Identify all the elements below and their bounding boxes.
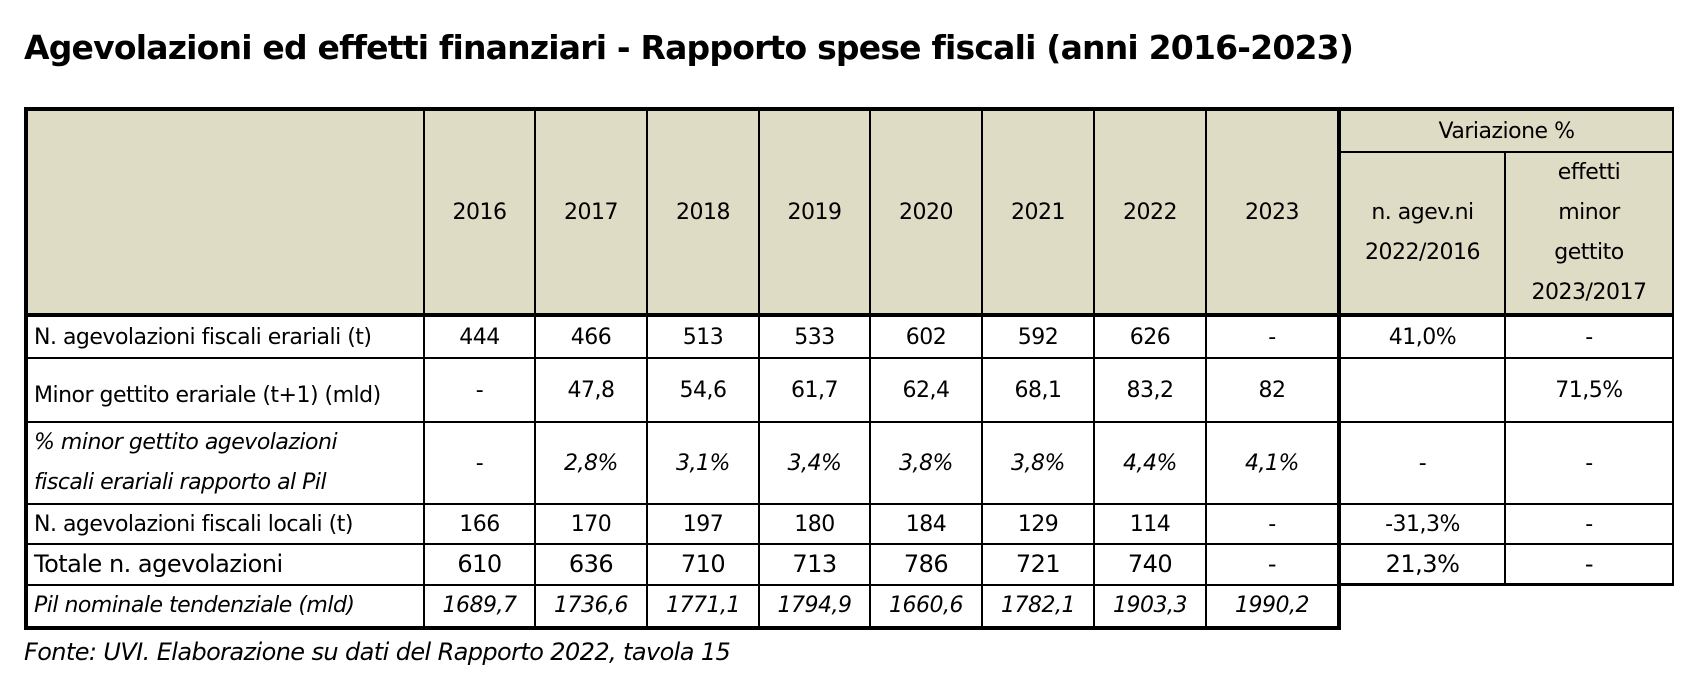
cell-value: - (1205, 543, 1340, 586)
cell-value: - (1205, 503, 1340, 545)
header-line: minor (1558, 200, 1620, 225)
cell-value: 166 (423, 503, 536, 545)
header-year: 2018 (646, 107, 760, 317)
row-label: Minor gettito erariale (t+1) (mld) (24, 357, 425, 423)
cell-value: 47,8 (534, 357, 648, 423)
table-row: N. agevolazioni fiscali locali (t) 166 1… (24, 503, 1674, 545)
cell-value: 1660,6 (869, 583, 983, 630)
header-line: effetti (1557, 160, 1621, 185)
table-row: N. agevolazioni fiscali erariali (t) 444… (24, 314, 1674, 359)
row-label: Totale n. agevolazioni (24, 543, 425, 586)
fiscal-expenditure-table: 2016 2017 2018 2019 2020 2021 2022 2023 … (24, 107, 1674, 630)
cell-value: 1771,1 (646, 583, 760, 630)
source-note: Fonte: UVI. Elaborazione su dati del Rap… (24, 638, 731, 666)
cell-value: - (423, 357, 536, 423)
cell-value: 786 (869, 543, 983, 586)
cell-value: 62,4 (869, 357, 983, 423)
empty-cell (1505, 585, 1673, 628)
header-year: 2016 (423, 107, 536, 317)
table-row: % minor gettito agevolazioni fiscali era… (24, 421, 1674, 505)
cell-value: 1689,7 (423, 583, 536, 630)
cell-value: 1782,1 (981, 583, 1095, 630)
cell-value: 1794,9 (758, 583, 871, 630)
cell-value: 466 (534, 314, 648, 359)
cell-value: 4,1% (1205, 421, 1340, 505)
cell-value: 1990,2 (1205, 583, 1341, 630)
cell-variation (1337, 357, 1506, 423)
header-year: 2022 (1093, 107, 1207, 317)
cell-value: 170 (534, 503, 648, 545)
row-label-line: fiscali erariali rapporto al Pil (34, 470, 327, 495)
cell-value: 4,4% (1093, 421, 1207, 505)
cell-value: 3,1% (646, 421, 760, 505)
header-variation-effects: effetti minor gettito 2023/2017 (1504, 151, 1674, 317)
row-label: N. agevolazioni fiscali erariali (t) (24, 314, 425, 359)
cell-value: 180 (758, 503, 871, 545)
row-label: Pil nominale tendenziale (mld) (24, 583, 425, 630)
header-year: 2017 (534, 107, 648, 317)
empty-cell (1339, 585, 1505, 628)
cell-variation: - (1504, 503, 1674, 545)
cell-value: 1903,3 (1093, 583, 1207, 630)
cell-value: 197 (646, 503, 760, 545)
cell-variation: - (1504, 314, 1674, 359)
cell-value: 592 (981, 314, 1095, 359)
cell-value: 114 (1093, 503, 1207, 545)
cell-value: 3,8% (981, 421, 1095, 505)
cell-value: 82 (1205, 357, 1340, 423)
header-empty-cell (24, 107, 425, 317)
cell-value: 533 (758, 314, 871, 359)
cell-value: 602 (869, 314, 983, 359)
cell-value: 636 (534, 543, 648, 586)
cell-value: 2,8% (534, 421, 648, 505)
cell-value: - (1205, 314, 1340, 359)
cell-variation: 41,0% (1337, 314, 1506, 359)
cell-value: 129 (981, 503, 1095, 545)
cell-variation: -31,3% (1337, 503, 1506, 545)
header-line: 2023/2017 (1531, 280, 1647, 305)
cell-value: - (423, 421, 536, 505)
cell-value: 68,1 (981, 357, 1095, 423)
cell-variation: - (1504, 421, 1674, 505)
header-year: 2023 (1205, 107, 1340, 317)
cell-value: 626 (1093, 314, 1207, 359)
cell-value: 83,2 (1093, 357, 1207, 423)
header-year: 2021 (981, 107, 1095, 317)
row-label: N. agevolazioni fiscali locali (t) (24, 503, 425, 545)
header-variation-group: Variazione % (1337, 107, 1674, 153)
cell-value: 513 (646, 314, 760, 359)
cell-value: 740 (1093, 543, 1207, 586)
header-variation-count: n. agev.ni 2022/2016 (1337, 151, 1506, 317)
cell-value: 713 (758, 543, 871, 586)
table-row: Pil nominale tendenziale (mld) 1689,7 17… (24, 583, 1673, 630)
cell-value: 54,6 (646, 357, 760, 423)
cell-variation: - (1504, 543, 1674, 586)
cell-value: 610 (423, 543, 536, 586)
cell-variation: - (1337, 421, 1506, 505)
cell-value: 3,4% (758, 421, 871, 505)
header-year: 2019 (758, 107, 871, 317)
cell-value: 721 (981, 543, 1095, 586)
cell-value: 184 (869, 503, 983, 545)
header-line: n. agev.ni (1371, 200, 1474, 225)
cell-variation: 71,5% (1504, 357, 1674, 423)
row-label: % minor gettito agevolazioni fiscali era… (24, 421, 425, 505)
header-line: 2022/2016 (1365, 240, 1480, 265)
row-label-line: % minor gettito agevolazioni (34, 430, 338, 455)
cell-variation: 21,3% (1337, 543, 1506, 586)
header-line: gettito (1554, 240, 1624, 265)
cell-value: 444 (423, 314, 536, 359)
header-year: 2020 (869, 107, 983, 317)
cell-value: 61,7 (758, 357, 871, 423)
table-row: Minor gettito erariale (t+1) (mld) - 47,… (24, 357, 1674, 423)
cell-value: 710 (646, 543, 760, 586)
table-row: Totale n. agevolazioni 610 636 710 713 7… (24, 543, 1674, 586)
cell-value: 1736,6 (534, 583, 648, 630)
cell-value: 3,8% (869, 421, 983, 505)
page-title: Agevolazioni ed effetti finanziari - Rap… (24, 28, 1354, 67)
